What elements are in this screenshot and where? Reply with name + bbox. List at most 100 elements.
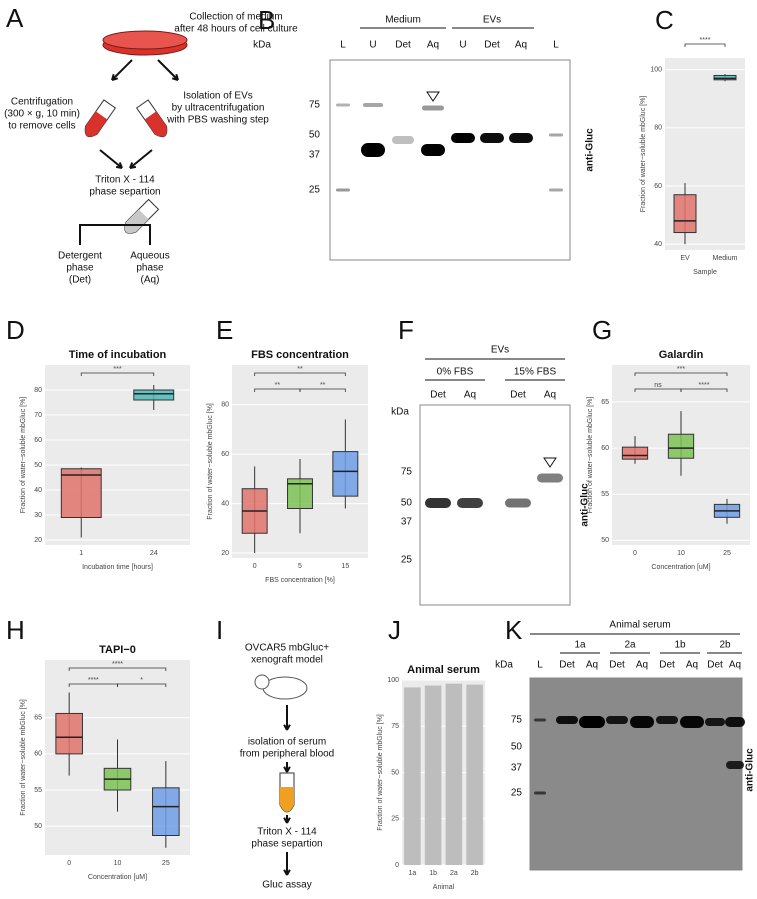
lane-label: L (340, 40, 346, 51)
band (680, 716, 704, 728)
label: Collection of medium (189, 12, 282, 23)
marker-label: 25 (401, 555, 413, 566)
band (549, 133, 563, 137)
mouse (262, 676, 308, 700)
y-tick-label: 80 (654, 125, 662, 132)
arrow-head (283, 766, 291, 773)
bar (424, 685, 442, 865)
x-tick-label: Medium (713, 255, 738, 262)
x-tick-label: 15 (341, 563, 349, 570)
label: 1a (574, 640, 586, 651)
marker-label: 75 (401, 467, 413, 478)
label: Triton X - 114 (257, 827, 317, 838)
panel-letter: H (6, 615, 25, 645)
lane-label: Aq (427, 40, 439, 51)
lane-label: Det (559, 660, 575, 671)
x-tick-label: 0 (633, 550, 637, 557)
panel-letter: A (6, 3, 24, 33)
chart-title: TAPI−0 (99, 644, 136, 656)
significance-label: ** (275, 382, 281, 389)
x-axis-title: Concentration [uM] (651, 564, 710, 571)
x-tick-label: 25 (723, 550, 731, 557)
y-tick-label: 50 (391, 769, 399, 776)
significance-label: *** (677, 366, 685, 373)
band (705, 718, 725, 726)
arrow-head (283, 724, 291, 731)
y-axis-title: Fraction of water−soluble mbGluc [%] (587, 397, 594, 514)
label: xenograft model (251, 655, 323, 666)
label: (300 × g, 10 min) (4, 109, 80, 120)
band (534, 791, 546, 795)
tube-liquid (144, 111, 167, 137)
arrow (129, 149, 153, 169)
x-tick-label: 24 (150, 550, 158, 557)
x-tick-label: 25 (162, 860, 170, 867)
x-tick-label: 10 (114, 860, 122, 867)
lane-label: Aq (464, 390, 476, 401)
lane-label: Aq (686, 660, 698, 671)
significance-label: *** (113, 366, 121, 373)
band (363, 103, 383, 107)
significance-label: ** (320, 382, 326, 389)
y-tick-label: 60 (601, 445, 609, 452)
label: after 48 hours of cell culture (174, 24, 298, 35)
y-tick-label: 50 (34, 823, 42, 830)
panel-letter: K (505, 615, 523, 645)
x-tick-label: 2b (471, 870, 479, 877)
arrow-head (171, 73, 179, 81)
tube-liquid (124, 209, 149, 234)
arrow-head (129, 162, 137, 169)
lane-label: U (369, 40, 376, 51)
label: kDa (391, 407, 409, 418)
y-axis-title: Fraction of water−soluble mbGluc [%] (20, 397, 27, 514)
label: with PBS washing step (166, 115, 269, 126)
y-tick-label: 60 (34, 751, 42, 758)
band (556, 716, 578, 724)
x-tick-label: 1a (408, 870, 416, 877)
x-tick-label: 1 (79, 550, 83, 557)
box (60, 468, 102, 518)
panel-letter: D (6, 315, 25, 345)
y-tick-label: 20 (221, 550, 229, 557)
label: (Aq) (141, 275, 160, 286)
label: phase (66, 263, 94, 274)
dish-top (102, 30, 188, 50)
label: EVs (483, 15, 501, 26)
blot (329, 59, 571, 261)
lane-label: Det (609, 660, 625, 671)
lane-label: Det (659, 660, 675, 671)
label: Aqueous (130, 251, 169, 262)
panel-letter: I (216, 615, 223, 645)
x-tick-label: 0 (67, 860, 71, 867)
y-tick-label: 40 (221, 500, 229, 507)
y-tick-label: 30 (34, 512, 42, 519)
band (421, 144, 445, 156)
y-tick-label: 60 (654, 183, 662, 190)
tube (124, 198, 160, 234)
label: OVCAR5 mbGluc+ (245, 643, 329, 654)
band (725, 717, 745, 727)
significance-bracket (299, 388, 346, 392)
marker-label: 37 (309, 150, 321, 161)
y-tick-label: 65 (601, 399, 609, 406)
y-tick-label: 60 (34, 437, 42, 444)
label: 0% FBS (437, 367, 474, 378)
significance-label: **** (88, 677, 99, 684)
band (457, 498, 483, 508)
band (726, 761, 744, 769)
significance-bracket (684, 43, 726, 47)
marker-label: 37 (401, 517, 413, 528)
antibody: anti-Gluc (580, 483, 591, 527)
marker-label: 50 (401, 498, 413, 509)
marker-label: 25 (511, 788, 523, 799)
box (332, 451, 359, 497)
arrow-head (283, 869, 291, 876)
significance-label: ** (297, 366, 303, 373)
band (480, 133, 504, 143)
y-tick-label: 100 (387, 677, 399, 684)
box (152, 787, 180, 836)
y-axis-title: Fraction of water−soluble mbGluc [%] (207, 403, 214, 520)
y-tick-label: 50 (34, 462, 42, 469)
x-tick-label: EV (680, 255, 690, 262)
x-tick-label: 5 (298, 563, 302, 570)
